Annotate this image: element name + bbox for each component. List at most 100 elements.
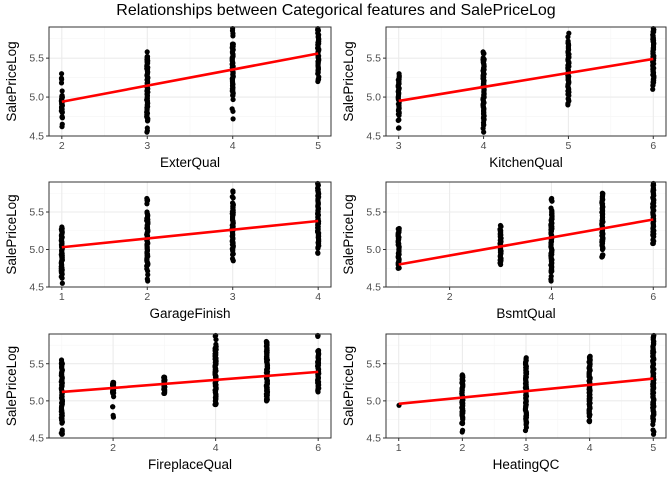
data-point [212,333,218,339]
data-point [651,429,657,435]
data-point [395,230,401,236]
fit-line [61,52,319,104]
x-tick-label: 3 [144,140,150,152]
data-point [109,381,116,388]
x-tick-label: 1 [59,291,65,303]
x-tick-label: 5 [315,140,321,152]
x-axis-title: KitchenQual [489,155,563,170]
panel-border [48,181,332,288]
data-point [59,228,65,234]
fit-line [398,218,654,266]
data-point [144,197,151,204]
y-tick-label: 5.0 [29,92,44,104]
data-point [549,197,555,204]
y-tick-label: 5.5 [366,207,381,219]
data-point [230,30,236,37]
x-tick-label: 4 [481,140,487,152]
data-point [548,273,554,279]
data-point [460,427,466,433]
data-point [59,280,65,286]
y-axis-title: SalePriceLog [4,41,19,121]
x-tick-label: 4 [213,442,219,454]
data-point [59,427,65,433]
data-point [264,340,270,346]
data-point [651,338,657,345]
data-point [145,268,151,274]
data-point [599,195,605,202]
y-axis-title: SalePriceLog [341,41,356,121]
y-axis-title: SalePriceLog [341,194,356,274]
y-tick-label: 5.0 [29,244,44,256]
y-tick-label: 4.5 [366,131,381,143]
data-point [59,92,65,99]
chart-panel-5: 2 4 6 4.5 5.0 5.5 FireplaceQual SalePriceLog [4,332,332,472]
data-point [599,253,606,259]
data-point [144,49,150,55]
data-point [396,125,402,131]
x-tick-label: 1 [396,442,402,454]
data-point [315,186,321,193]
y-axis-title: SalePriceLog [4,194,19,274]
data-point [110,412,116,418]
data-point [650,32,656,38]
x-tick-label: 4 [315,291,321,303]
data-point [230,188,236,194]
data-point [315,250,321,256]
data-point [650,334,657,341]
y-tick-label: 5.5 [29,358,44,370]
data-point [396,78,402,85]
y-tick-label: 4.5 [29,131,44,143]
data-point [651,238,657,244]
data-point [58,274,64,280]
x-axis-title: HeatingQC [493,457,560,472]
y-tick-label: 4.5 [366,282,381,294]
x-tick-label: 4 [230,140,236,152]
x-axis-title: GarageFinish [149,306,230,321]
data-point [395,117,401,123]
data-point [230,252,236,258]
y-tick-label: 5.5 [29,207,44,219]
data-point [459,375,465,382]
data-point [523,424,529,431]
fit-line [398,57,654,103]
data-point [230,108,236,114]
y-tick-label: 4.5 [29,433,44,445]
data-point [315,333,321,340]
fit-line [398,377,654,406]
chart-panel-2: 3 4 5 6 4.5 5.0 5.5 KitchenQual SalePriceLog [341,25,667,170]
panel-background [49,334,331,438]
panel-border [48,26,332,137]
chart-panel-4: 2 4 6 4.5 5.0 5.5 BsmtQual SalePriceLog [341,180,667,321]
x-axis-title: BsmtQual [496,306,555,321]
x-axis-title: ExterQual [160,155,220,170]
x-tick-label: 2 [144,291,150,303]
data-point [58,80,65,86]
y-tick-label: 5.0 [29,395,44,407]
data-point [59,114,65,120]
y-tick-label: 5.5 [29,53,44,65]
y-axis-title: SalePriceLog [341,346,356,426]
chart-panel-6: 1 2 3 4 5 4.5 5.0 5.5 HeatingQC SalePriceLog [341,332,667,472]
x-tick-label: 2 [459,442,465,454]
x-tick-label: 3 [396,140,402,152]
data-point [587,355,593,361]
data-point [480,57,486,63]
data-point [59,88,65,94]
data-point [110,404,116,410]
x-tick-label: 2 [447,291,453,303]
data-point [522,359,529,365]
y-tick-label: 5.5 [366,358,381,370]
panel-border [385,26,667,137]
data-point [230,96,236,103]
fit-line [61,370,319,394]
x-tick-label: 3 [230,291,236,303]
data-point [58,75,65,81]
fit-line [61,219,319,249]
figure-title: Relationships between Categorical featur… [116,2,556,19]
data-point [315,349,322,356]
x-tick-label: 2 [110,442,116,454]
y-tick-label: 4.5 [29,282,44,294]
y-tick-label: 5.0 [366,244,381,256]
data-point [650,185,657,191]
